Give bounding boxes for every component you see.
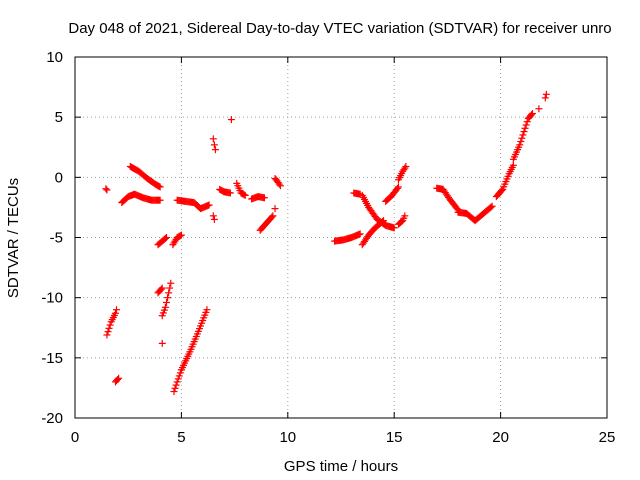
data-point <box>173 378 181 386</box>
data-point <box>380 217 388 225</box>
data-point <box>161 303 169 311</box>
data-point <box>209 135 217 143</box>
data-point <box>522 121 530 129</box>
data-point <box>114 375 122 383</box>
data-point <box>176 369 184 377</box>
y-tick-label: 0 <box>55 169 63 186</box>
data-point <box>203 306 211 314</box>
data-point <box>167 279 175 287</box>
data-point <box>541 94 549 102</box>
data-point <box>520 128 528 136</box>
data-point <box>106 321 114 329</box>
data-point <box>393 184 401 192</box>
data-point <box>269 212 277 220</box>
data-point <box>210 215 218 223</box>
data-point <box>209 212 217 220</box>
data-point <box>390 224 398 232</box>
data-point <box>158 284 166 292</box>
data-point <box>521 124 529 132</box>
data-point <box>163 298 171 306</box>
data-point <box>523 118 531 126</box>
data-point <box>172 381 180 389</box>
data-point <box>211 146 219 154</box>
data-point <box>164 294 172 302</box>
y-tick-label: -15 <box>41 350 63 367</box>
data-point <box>275 180 283 188</box>
data-point <box>166 284 174 292</box>
data-point <box>509 161 517 169</box>
data-point <box>260 194 268 202</box>
x-axis-title: GPS time / hours <box>284 458 398 475</box>
data-point <box>268 213 276 221</box>
data-point <box>542 90 550 98</box>
data-point <box>165 289 173 297</box>
data-point <box>156 183 164 191</box>
data-point <box>170 388 178 396</box>
data-point <box>155 182 163 190</box>
data-point <box>111 309 119 317</box>
x-tick-label: 10 <box>279 429 296 446</box>
data-point <box>527 111 535 119</box>
data-point <box>226 189 234 197</box>
data-point <box>210 141 218 149</box>
data-point <box>104 328 112 336</box>
data-point <box>103 186 111 194</box>
data-point <box>356 230 364 238</box>
plot-frame <box>74 56 608 419</box>
data-point <box>517 138 525 146</box>
data-point <box>175 372 183 380</box>
x-tick-label: 25 <box>599 429 616 446</box>
data-point <box>529 110 537 118</box>
data-point <box>518 134 526 142</box>
data-point <box>205 201 213 209</box>
data-point <box>535 105 543 113</box>
data-point <box>453 204 461 212</box>
data-point <box>156 196 164 204</box>
y-tick-label: 5 <box>55 109 63 126</box>
data-point <box>271 205 279 213</box>
data-point <box>394 183 402 191</box>
data-point <box>176 232 184 240</box>
data-point <box>171 384 179 392</box>
data-point <box>115 374 123 382</box>
chart-title: Day 048 of 2021, Sidereal Day-to-day VTE… <box>68 20 611 37</box>
data-point <box>378 218 386 226</box>
data-point <box>158 339 166 347</box>
y-tick-label: -20 <box>41 410 63 427</box>
data-point <box>102 185 110 193</box>
data-point <box>488 202 496 210</box>
data-point <box>516 141 524 149</box>
y-axis-title: SDTVAR / TECUs <box>5 178 22 298</box>
y-tick-label: -10 <box>41 290 63 307</box>
y-tick-label: 10 <box>46 49 63 66</box>
data-point <box>241 191 249 199</box>
data-point <box>157 285 165 293</box>
x-tick-label: 20 <box>492 429 509 446</box>
x-tick-labels: 0 5 10 15 20 25 <box>71 429 616 446</box>
x-tick-label: 5 <box>177 429 185 446</box>
data-point <box>519 131 527 139</box>
sdtvar-series <box>102 90 550 396</box>
data-point <box>498 187 506 195</box>
data-point <box>276 182 284 190</box>
data-point <box>161 234 169 242</box>
data-point <box>105 324 113 332</box>
data-point <box>240 191 248 199</box>
data-point <box>177 231 185 239</box>
data-point <box>103 331 111 339</box>
data-point <box>402 163 410 171</box>
data-point <box>163 234 171 241</box>
data-point <box>401 212 409 220</box>
y-tick-label: -5 <box>50 230 63 247</box>
data-point <box>401 164 409 172</box>
data-point <box>174 375 182 383</box>
x-tick-label: 15 <box>386 429 403 446</box>
data-point <box>227 116 235 124</box>
data-point <box>487 203 495 211</box>
y-tick-labels: -20 -15 -10 -5 0 5 10 <box>41 49 63 427</box>
data-point <box>112 306 120 314</box>
x-tick-label: 0 <box>71 429 79 446</box>
